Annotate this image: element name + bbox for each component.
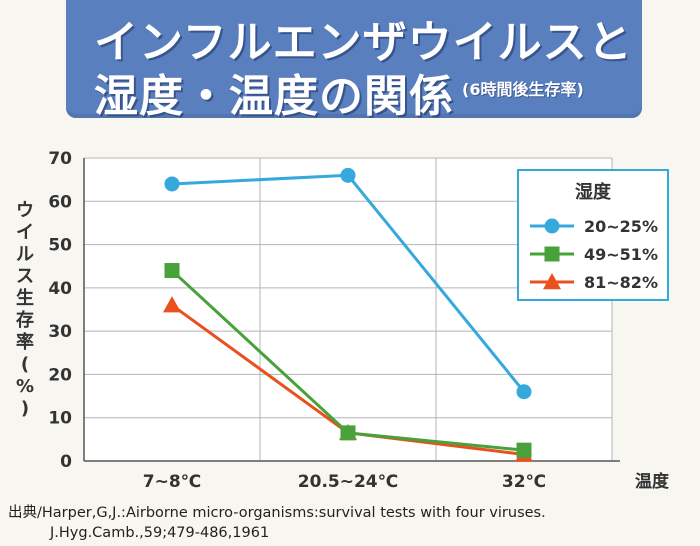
legend-label-2: 81~82% <box>584 273 658 292</box>
y-tick-label-2: 20 <box>48 365 72 385</box>
source-line2: J.Hyg.Camb.,59;479-486,1961 <box>50 525 270 541</box>
y-tick-label-7: 70 <box>48 149 72 169</box>
x-tick-label-0: 7~8℃ <box>143 472 202 492</box>
series-1-point-1 <box>340 425 356 441</box>
x-tick-label-2: 32℃ <box>502 472 546 492</box>
y-axis-label: ウイルス生存率(%) <box>16 200 34 419</box>
series-1-point-2 <box>516 442 532 458</box>
source-citation: 出典/Harper,G,J.:Airborne micro-organisms:… <box>8 503 546 543</box>
line-chart: 0 10 20 30 40 50 60 70 7~8℃ 20.5~24℃ 32℃ 温度 ウイルス生存率(… <box>16 149 670 492</box>
y-tick-label-0: 0 <box>60 452 72 472</box>
series-2-point-0 <box>163 296 181 313</box>
y-tick-label-4: 40 <box>48 279 72 299</box>
chart-title-line2: 湿度・温度の関係 <box>94 71 454 122</box>
legend-marker-2 <box>543 273 561 290</box>
y-tick-label-3: 30 <box>48 322 72 342</box>
legend-box <box>517 169 669 301</box>
chart-title-line1: インフルエンザウイルスと <box>94 17 633 68</box>
legend-label-1: 49~51% <box>584 245 658 264</box>
y-tick-label-5: 50 <box>48 236 72 256</box>
y-tick-label-1: 10 <box>48 409 72 429</box>
x-axis-label: 温度 <box>635 471 670 492</box>
series-0-point-0 <box>164 176 180 192</box>
series-0-point-2 <box>516 384 532 400</box>
series-0-point-1 <box>340 167 356 183</box>
chart-title-note: (6時間後生存率) <box>462 80 584 99</box>
legend-marker-0 <box>544 218 560 234</box>
title-banner <box>66 0 642 118</box>
y-tick-label-6: 60 <box>48 192 72 212</box>
source-line1: 出典/Harper,G,J.:Airborne micro-organisms:… <box>8 505 546 521</box>
legend-title: 湿度 <box>575 181 612 203</box>
legend-label-0: 20~25% <box>584 217 658 236</box>
series-1-point-0 <box>164 263 180 279</box>
x-tick-label-1: 20.5~24℃ <box>298 472 398 492</box>
legend-marker-1 <box>544 246 560 262</box>
